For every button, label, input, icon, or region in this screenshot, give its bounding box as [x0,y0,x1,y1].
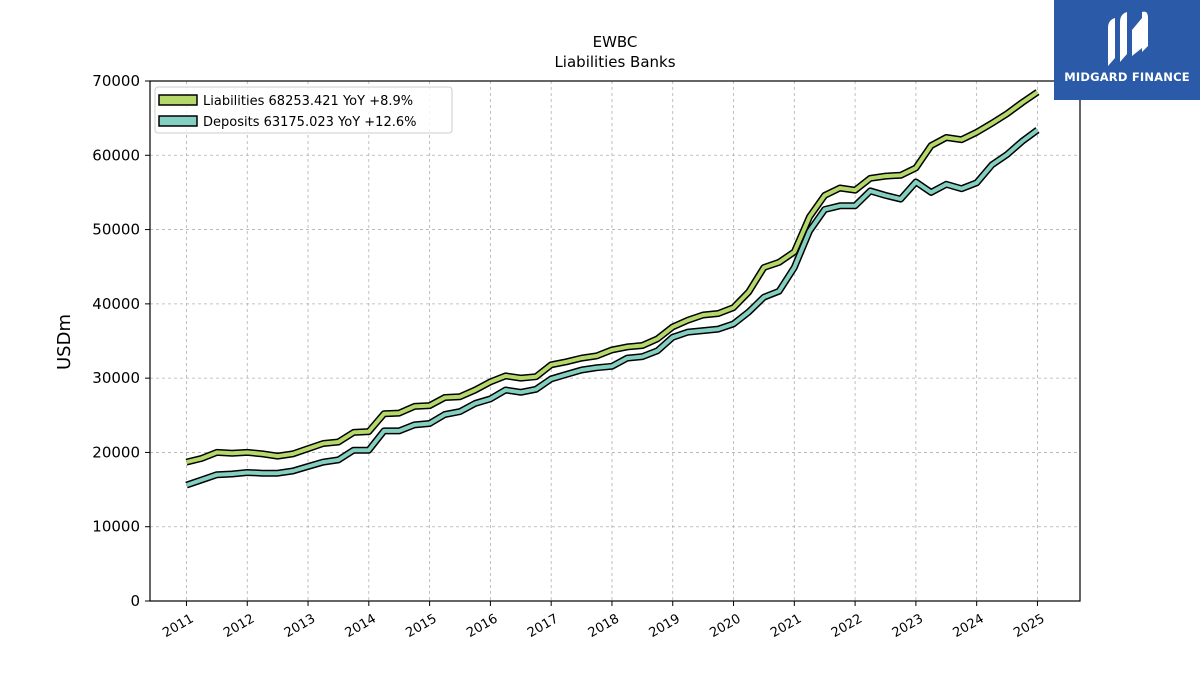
y-axis-label: USDm [54,314,75,370]
brand-logo: MIDGARD FINANCE [1054,0,1200,100]
x-tick-label: 2019 [647,611,683,641]
x-tick-label: 2016 [464,611,500,641]
y-tick-label: 40000 [92,295,140,313]
plot-frame [149,80,1081,602]
y-tick-label: 20000 [92,443,140,461]
legend-swatch-liabilities [158,94,198,106]
legend: Liabilities 68253.421 YoY +8.9% Deposits … [154,86,453,134]
y-tick-label: 50000 [92,221,140,239]
brand-name: MIDGARD FINANCE [1064,70,1190,84]
legend-swatch-deposits [158,115,198,127]
legend-label-deposits: Deposits 63175.023 YoY +12.6% [203,115,416,130]
x-tick-label: 2023 [890,611,926,641]
y-tick-label: 10000 [92,518,140,536]
y-tick-label: 30000 [92,369,140,387]
y-tick-label: 0 [130,592,140,610]
x-tick-label: 2022 [829,611,865,641]
x-tick-label: 2021 [768,611,804,641]
x-tick-label: 2012 [221,611,257,641]
series-line-liabilities [186,90,1039,465]
x-tick-label: 2018 [586,611,622,641]
x-tick-label: 2020 [707,611,743,641]
x-tick-label: 2015 [403,611,439,641]
legend-box [154,86,453,134]
x-tick-label: 2025 [1011,611,1047,641]
x-tick-label: 2014 [343,611,379,641]
x-tick-label: 2013 [282,611,318,641]
y-tick-label: 70000 [92,72,140,90]
y-tick-label: 60000 [92,146,140,164]
chart-title: EWBC [593,33,638,51]
chart-subtitle: Liabilities Banks [554,53,675,71]
x-tick-label: 2011 [160,611,196,641]
x-tick-label: 2024 [951,611,987,641]
series-line-deposits [185,128,1039,487]
legend-label-liabilities: Liabilities 68253.421 YoY +8.9% [203,94,413,109]
x-tick-label: 2017 [525,611,561,641]
midgard-logo-icon [1108,11,1148,66]
grid-lines [150,80,1080,602]
series-layer [185,89,1040,489]
